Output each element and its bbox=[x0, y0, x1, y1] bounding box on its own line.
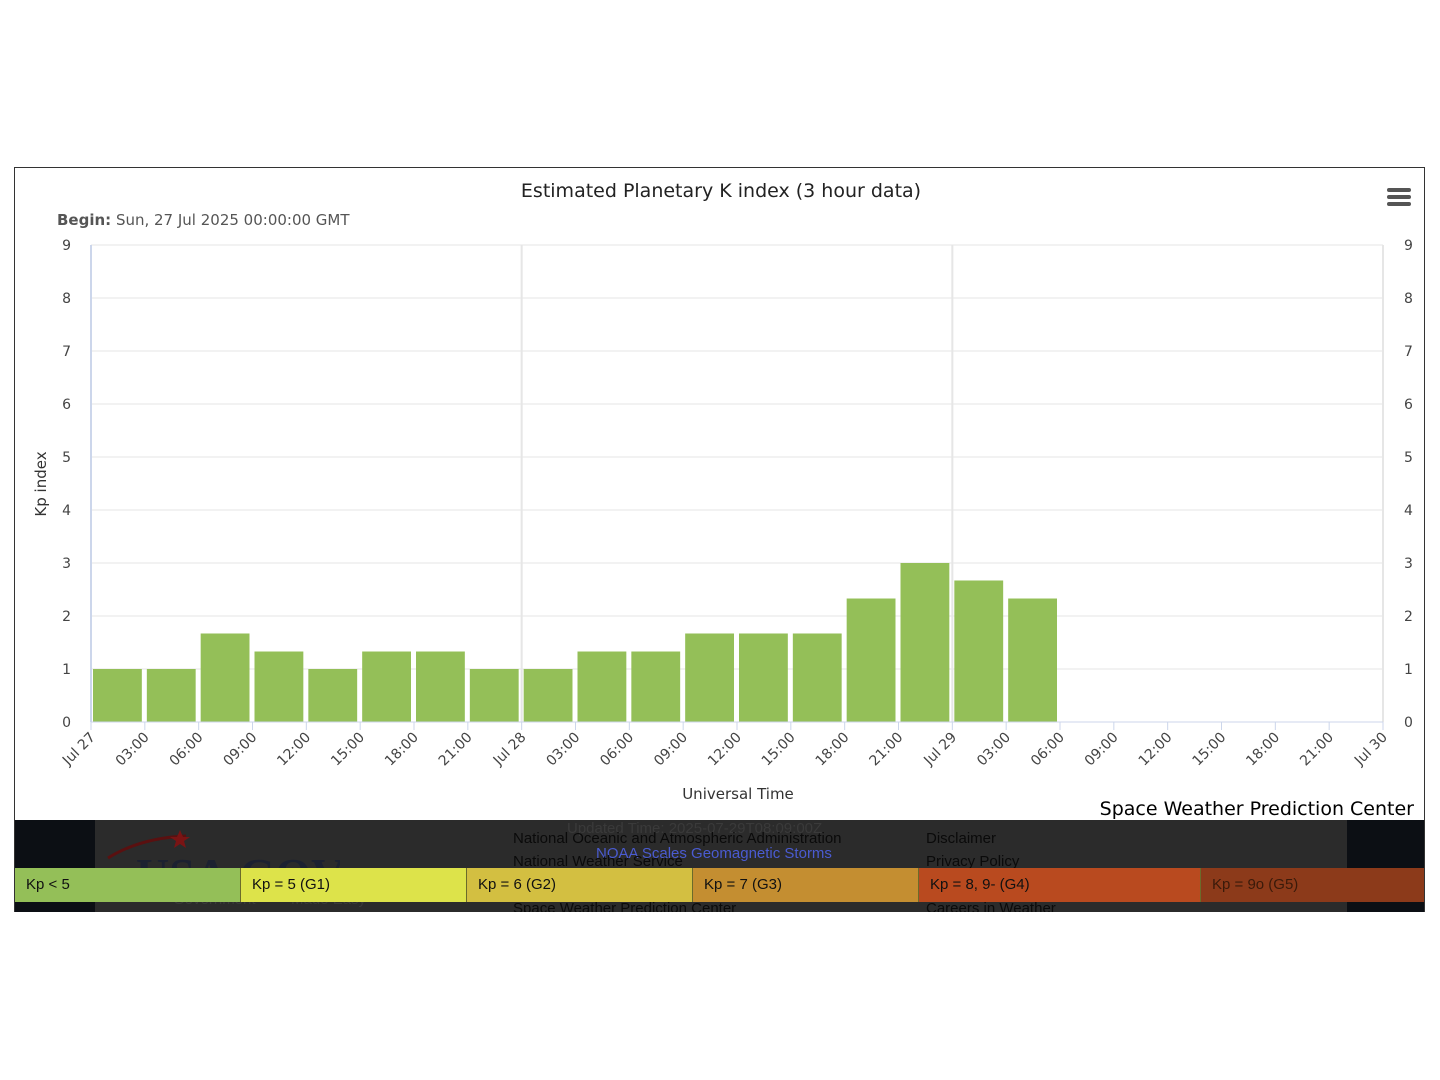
y-tick-label-right: 7 bbox=[1404, 344, 1413, 360]
x-tick-label: 21:00 bbox=[1297, 730, 1337, 770]
x-tick-label: 12:00 bbox=[1136, 730, 1176, 770]
kp-bar bbox=[846, 598, 896, 722]
scale-segment-g4: Kp = 8, 9- (G4) bbox=[919, 868, 1201, 902]
kp-bar bbox=[792, 633, 842, 722]
kp-bar bbox=[146, 669, 196, 722]
x-tick-label: 21:00 bbox=[866, 730, 906, 770]
y-tick-label-left: 3 bbox=[62, 556, 71, 572]
y-tick-label-right: 0 bbox=[1404, 715, 1413, 731]
y-tick-label-right: 4 bbox=[1404, 503, 1413, 519]
x-tick-label: 03:00 bbox=[974, 730, 1014, 770]
kp-bar bbox=[308, 669, 358, 722]
scale-segment-kp-below-5: Kp < 5 bbox=[15, 868, 241, 902]
x-tick-label: 15:00 bbox=[759, 730, 799, 770]
kp-bar bbox=[469, 669, 519, 722]
chart-container: 0 0 1 1 2 2 3 3 4 4 5 5 6 6 7 7 8 8 9 9 Jul 27 03:00 06:00 09:0… bbox=[14, 167, 1425, 912]
x-tick-label: 09:00 bbox=[220, 730, 260, 770]
y-tick-label-left: 7 bbox=[62, 344, 71, 360]
bars-layer bbox=[93, 563, 1057, 722]
y-tick-label-left: 6 bbox=[62, 397, 71, 413]
y-tick-label-left: 2 bbox=[62, 609, 71, 625]
footer-link-nws[interactable]: National Weather Service bbox=[513, 853, 683, 870]
y-tick-label-left: 0 bbox=[62, 715, 71, 731]
kp-bar bbox=[954, 580, 1004, 722]
kp-scale-legend: Kp < 5 Kp = 5 (G1) Kp = 6 (G2) Kp = 7 (G… bbox=[15, 868, 1424, 902]
footer-link-privacy[interactable]: Privacy Policy bbox=[926, 853, 1020, 870]
kp-chart: 0 0 1 1 2 2 3 3 4 4 5 5 6 6 7 7 8 8 9 9 Jul 27 03:00 06:00 09:0… bbox=[32, 180, 1415, 820]
footer-link-swpc[interactable]: Space Weather Prediction Center bbox=[513, 900, 737, 912]
x-tick-label: 18:00 bbox=[382, 730, 422, 770]
footer-link-careers[interactable]: Careers in Weather bbox=[926, 900, 1056, 912]
footer-link-noaa-scales[interactable]: NOAA Scales Geomagnetic Storms bbox=[596, 845, 832, 862]
y-tick-label-left: 8 bbox=[62, 291, 71, 307]
x-tick-label: 12:00 bbox=[274, 730, 314, 770]
kp-bar bbox=[93, 669, 142, 722]
y-tick-label-left: 1 bbox=[62, 662, 71, 678]
credit-label: Space Weather Prediction Center bbox=[1100, 798, 1415, 820]
kp-bar bbox=[631, 651, 681, 722]
x-tick-label: 03:00 bbox=[543, 730, 583, 770]
y-tick-label-right: 1 bbox=[1404, 662, 1413, 678]
y-tick-label-left: 9 bbox=[62, 238, 71, 254]
x-tick-label: Jul 27 bbox=[59, 730, 99, 770]
scale-segment-g5: Kp = 9o (G5) bbox=[1201, 868, 1424, 902]
footer-updated-time: Updated Time: 2025-07-29T08:09:00Z bbox=[567, 820, 823, 837]
x-tick-label: Jul 28 bbox=[490, 730, 530, 770]
chart-title: Estimated Planetary K index (3 hour data… bbox=[521, 180, 921, 202]
x-tick-label: 21:00 bbox=[436, 730, 476, 770]
kp-bar bbox=[362, 651, 411, 722]
x-tick-label: 15:00 bbox=[328, 730, 368, 770]
kp-bar bbox=[254, 651, 304, 722]
chart-subtitle: Begin: Sun, 27 Jul 2025 00:00:00 GMT bbox=[57, 211, 350, 229]
x-axis-label: Universal Time bbox=[682, 785, 794, 803]
kp-bar bbox=[739, 633, 788, 722]
y-tick-label-right: 5 bbox=[1404, 450, 1413, 466]
x-tick-label: Jul 30 bbox=[1351, 730, 1391, 770]
x-tick-label: 06:00 bbox=[167, 730, 207, 770]
y-tick-label-right: 3 bbox=[1404, 556, 1413, 572]
grid-layer bbox=[90, 244, 1384, 723]
chart-menu-icon[interactable] bbox=[1387, 188, 1411, 206]
x-tick-label: 03:00 bbox=[113, 730, 153, 770]
x-tick-label: 06:00 bbox=[597, 730, 637, 770]
x-tick-label: 18:00 bbox=[813, 730, 853, 770]
x-tick-label: Jul 29 bbox=[920, 730, 960, 770]
y-tick-label-right: 2 bbox=[1404, 609, 1413, 625]
kp-bar bbox=[900, 563, 950, 722]
kp-bar bbox=[416, 651, 465, 722]
kp-bar bbox=[1008, 598, 1057, 722]
kp-bar bbox=[577, 651, 627, 722]
scale-segment-g3: Kp = 7 (G3) bbox=[693, 868, 919, 902]
scale-segment-g1: Kp = 5 (G1) bbox=[241, 868, 467, 902]
x-tick-label: 09:00 bbox=[1082, 730, 1122, 770]
kp-bar bbox=[685, 633, 734, 722]
x-tick-label: 09:00 bbox=[651, 730, 691, 770]
y-tick-label-left: 4 bbox=[62, 503, 71, 519]
scale-segment-g2: Kp = 6 (G2) bbox=[467, 868, 693, 902]
x-tick-label: 18:00 bbox=[1243, 730, 1283, 770]
y-tick-label-right: 6 bbox=[1404, 397, 1413, 413]
subtitle-value: Sun, 27 Jul 2025 00:00:00 GMT bbox=[111, 211, 350, 229]
y-axis-label: Kp index bbox=[32, 451, 50, 516]
y-tick-label-right: 9 bbox=[1404, 238, 1413, 254]
subtitle-label: Begin: bbox=[57, 211, 111, 229]
footer-link-noaa[interactable]: National Oceanic and Atmospheric Adminis… bbox=[513, 830, 842, 847]
kp-bar bbox=[523, 669, 573, 722]
kp-bar bbox=[200, 633, 250, 722]
x-tick-label: 12:00 bbox=[705, 730, 745, 770]
x-tick-label: 06:00 bbox=[1028, 730, 1068, 770]
footer-link-disclaimer[interactable]: Disclaimer bbox=[926, 830, 997, 847]
y-tick-label-left: 5 bbox=[62, 450, 71, 466]
x-tick-label: 15:00 bbox=[1189, 730, 1229, 770]
y-tick-label-right: 8 bbox=[1404, 291, 1413, 307]
